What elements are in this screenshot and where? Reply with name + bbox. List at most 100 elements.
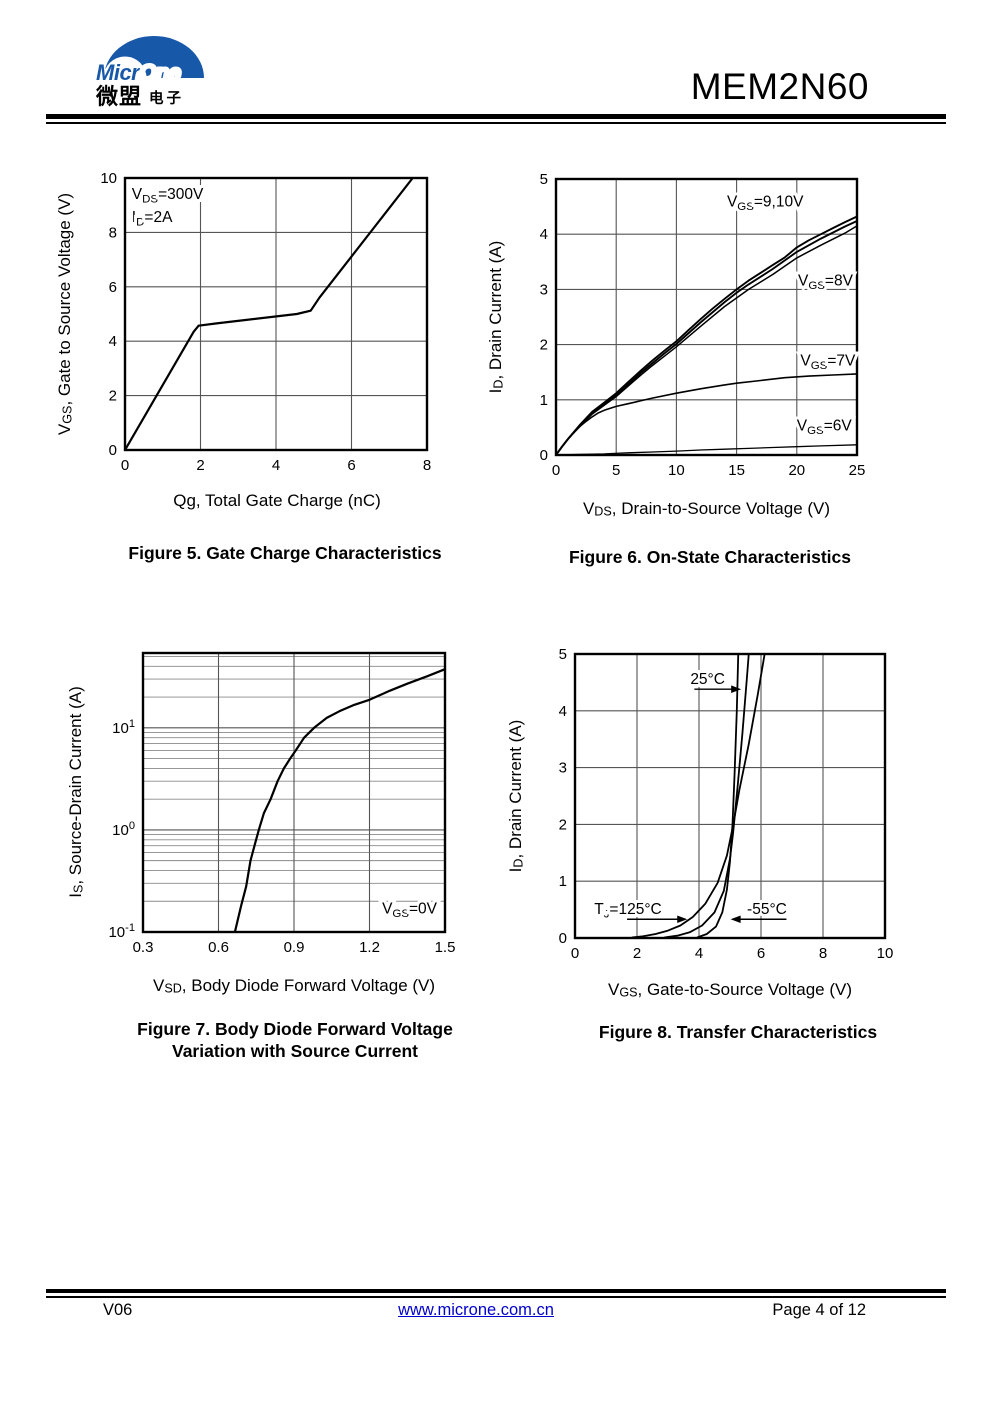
curve <box>664 653 750 939</box>
microne-logo: MicrOne 微盟 电子 <box>95 36 204 109</box>
fig6-caption: Figure 6. On-State Characteristics <box>568 547 852 567</box>
fig8-y-tick: 0 <box>559 930 567 947</box>
fig7-y-axis-label: IS, Source-Drain Current (A) <box>66 686 86 898</box>
fig8-x-tick: 8 <box>819 945 827 962</box>
fig6-annotation: VGS=6V <box>797 418 853 438</box>
footer-rule <box>46 1289 946 1298</box>
fig8-x-tick: 6 <box>757 945 765 962</box>
fig5-plot: 0 2 4 6 8 0 2 4 6 8 10 VDS=300V ID=2A <box>100 170 431 474</box>
fig6-y-tick: 0 <box>540 447 548 464</box>
fig7-y-tick: 10-1 <box>108 922 135 941</box>
fig5-annotation: VDS=300V <box>132 186 204 206</box>
fig7-x-tick: 1.2 <box>359 939 380 956</box>
fig8-x-tick: 4 <box>695 945 703 962</box>
fig6-x-tick: 25 <box>849 462 866 479</box>
curve <box>555 444 858 456</box>
arrowhead <box>731 685 742 694</box>
curve <box>555 373 858 456</box>
fig7-plot: 0.3 0.6 0.9 1.2 1.5 101 100 10-1 VGS=0V <box>108 651 456 956</box>
curve <box>631 653 766 939</box>
fig5-y-axis-label: VGS, Gate to Source Voltage (V) <box>55 192 75 436</box>
fig8-annotation: 25°C <box>690 671 725 688</box>
logo-circle-cutout <box>103 56 147 100</box>
fig7-y-tick: 100 <box>112 820 135 839</box>
fig6-x-tick: 0 <box>552 462 560 479</box>
fig6-x-tick: 5 <box>612 462 620 479</box>
curve <box>555 225 858 456</box>
fig6-plot: 0 5 10 15 20 25 0 1 2 3 4 5 VGS=9,10V VGS=8V VGS=7V VGS… <box>540 171 866 479</box>
fig6-annotation: VGS=7V <box>800 353 856 373</box>
fig6-annotation: VGS=9,10V <box>727 194 804 214</box>
fig6-x-axis-label: VDS, Drain-to-Source Voltage (V) <box>582 499 831 519</box>
fig6-curves <box>555 215 858 456</box>
fig5-x-tick: 0 <box>121 457 129 474</box>
fig5-y-tick: 2 <box>109 388 117 405</box>
curve <box>555 215 858 456</box>
fig7-annotation: VGS=0V <box>382 900 438 920</box>
fig5-x-tick: 8 <box>423 457 431 474</box>
fig7-x-axis-label: VSD, Body Diode Forward Voltage (V) <box>152 976 436 996</box>
fig8-y-axis-label: ID, Drain Current (A) <box>506 719 526 873</box>
header-rule <box>46 114 946 124</box>
fig5-annotation: ID=2A <box>132 209 173 229</box>
fig6-x-tick: 20 <box>788 462 805 479</box>
fig8-annotation: TJ=125°C <box>594 901 662 921</box>
fig5-curves <box>124 177 414 451</box>
fig7-caption-line2: Variation with Source Current <box>171 1041 419 1061</box>
fig7-y-tick: 101 <box>112 718 135 737</box>
arrowhead <box>677 915 688 924</box>
fig8-annotation: -55°C <box>747 901 787 918</box>
curve <box>555 220 858 456</box>
logo-brand-one: One <box>139 60 181 85</box>
fig6-y-tick: 2 <box>540 337 548 354</box>
footer-link-container: www.microne.com.cn <box>46 1301 906 1320</box>
fig5-y-tick: 8 <box>109 224 117 241</box>
fig5-x-tick: 6 <box>347 457 355 474</box>
logo-cn-small: 电子 <box>149 89 184 107</box>
curve <box>124 177 414 451</box>
fig8-y-tick: 4 <box>559 703 567 720</box>
logo-brand-text: MicrOne <box>96 60 181 85</box>
fig6-x-tick: 15 <box>728 462 745 479</box>
fig6-y-tick: 4 <box>540 226 548 243</box>
fig5-x-tick: 4 <box>272 457 280 474</box>
fig5-y-tick: 10 <box>100 170 117 187</box>
fig7-x-tick: 0.9 <box>284 939 305 956</box>
fig5-caption: Figure 5. Gate Charge Characteristics <box>128 543 442 563</box>
fig6-y-tick: 1 <box>540 392 548 409</box>
curve <box>233 668 446 933</box>
fig7-x-tick: 0.3 <box>133 939 154 956</box>
fig6-y-tick: 5 <box>540 171 548 188</box>
footer-website-link[interactable]: www.microne.com.cn <box>398 1301 554 1319</box>
fig8-x-tick: 10 <box>877 945 894 962</box>
fig7-caption: Figure 7. Body Diode Forward Voltage Var… <box>95 1018 495 1062</box>
fig8-x-axis-label: VGS, Gate-to-Source Voltage (V) <box>607 980 853 1000</box>
footer-version: V06 <box>103 1301 133 1319</box>
curve <box>696 653 740 939</box>
fig8-y-tick: 5 <box>559 646 567 663</box>
fig8-y-tick: 3 <box>559 760 567 777</box>
fig8-curves <box>631 653 766 939</box>
fig7-curves <box>233 668 446 933</box>
fig5-y-tick: 0 <box>109 442 117 459</box>
fig6-y-tick: 3 <box>540 281 548 298</box>
fig7-x-tick: 1.5 <box>435 939 456 956</box>
fig8-y-tick: 2 <box>559 816 567 833</box>
page-title: MEM2N60 <box>690 66 869 107</box>
fig8-x-tick: 0 <box>571 945 579 962</box>
fig7-caption-line1: Figure 7. Body Diode Forward Voltage <box>137 1019 453 1039</box>
fig8-x-tick: 2 <box>633 945 641 962</box>
logo-cn-main: 微盟 <box>95 84 142 109</box>
fig8-plot: 0 2 4 6 8 10 0 1 2 3 4 5 25°C TJ=125°C -55°C <box>559 646 894 962</box>
fig5-x-axis-label: Qg, Total Gate Charge (nC) <box>173 491 381 510</box>
fig6-x-tick: 10 <box>668 462 685 479</box>
fig5-y-tick: 6 <box>109 279 117 296</box>
fig6-annotation: VGS=8V <box>798 273 854 293</box>
fig7-x-tick: 0.6 <box>208 939 229 956</box>
fig5-y-tick: 4 <box>109 333 117 350</box>
footer-page-number: Page 4 of 12 <box>772 1301 866 1319</box>
fig5-x-tick: 2 <box>196 457 204 474</box>
logo-brand-micr: Micr <box>96 60 141 85</box>
